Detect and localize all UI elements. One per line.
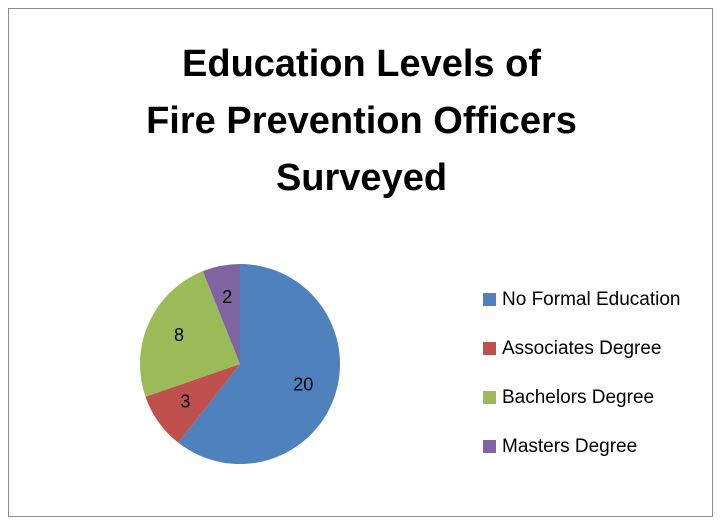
legend-item-no-formal-education: No Formal Education [483,288,723,311]
pie-data-label: 3 [180,392,190,412]
legend-label: Bachelors Degree [502,386,655,408]
chart-frame [8,8,713,517]
legend-label: No Formal Education [502,288,681,310]
legend-label: Masters Degree [502,435,638,457]
legend-item-associates-degree: Associates Degree [483,337,723,360]
legend-label: Associates Degree [502,337,662,359]
pie-slices [140,264,340,465]
chart-title: Education Levels of Fire Prevention Offi… [0,36,723,207]
pie-slice-masters-degree [202,264,240,364]
pie-slice-no-formal-education [178,264,340,465]
pie-slice-bachelors-degree [140,271,240,397]
legend-item-masters-degree: Masters Degree [483,435,723,458]
legend-item-bachelors-degree: Bachelors Degree [483,386,723,409]
pie-data-label: 8 [174,325,184,345]
legend-swatch [483,293,496,306]
pie-data-label: 2 [222,287,232,307]
pie-slice-associates-degree [145,364,240,443]
chart-title-line-1: Education Levels of [182,43,541,85]
legend-swatch [483,342,496,355]
legend-swatch [483,440,496,453]
pie-data-label: 20 [293,375,313,395]
chart-title-line-2: Fire Prevention Officers [146,100,577,142]
chart-title-line-3: Surveyed [275,157,448,199]
pie-data-labels: 20 3 8 2 [174,287,313,412]
legend: No Formal Education Associates Degree Ba… [483,288,723,484]
legend-swatch [483,391,496,404]
